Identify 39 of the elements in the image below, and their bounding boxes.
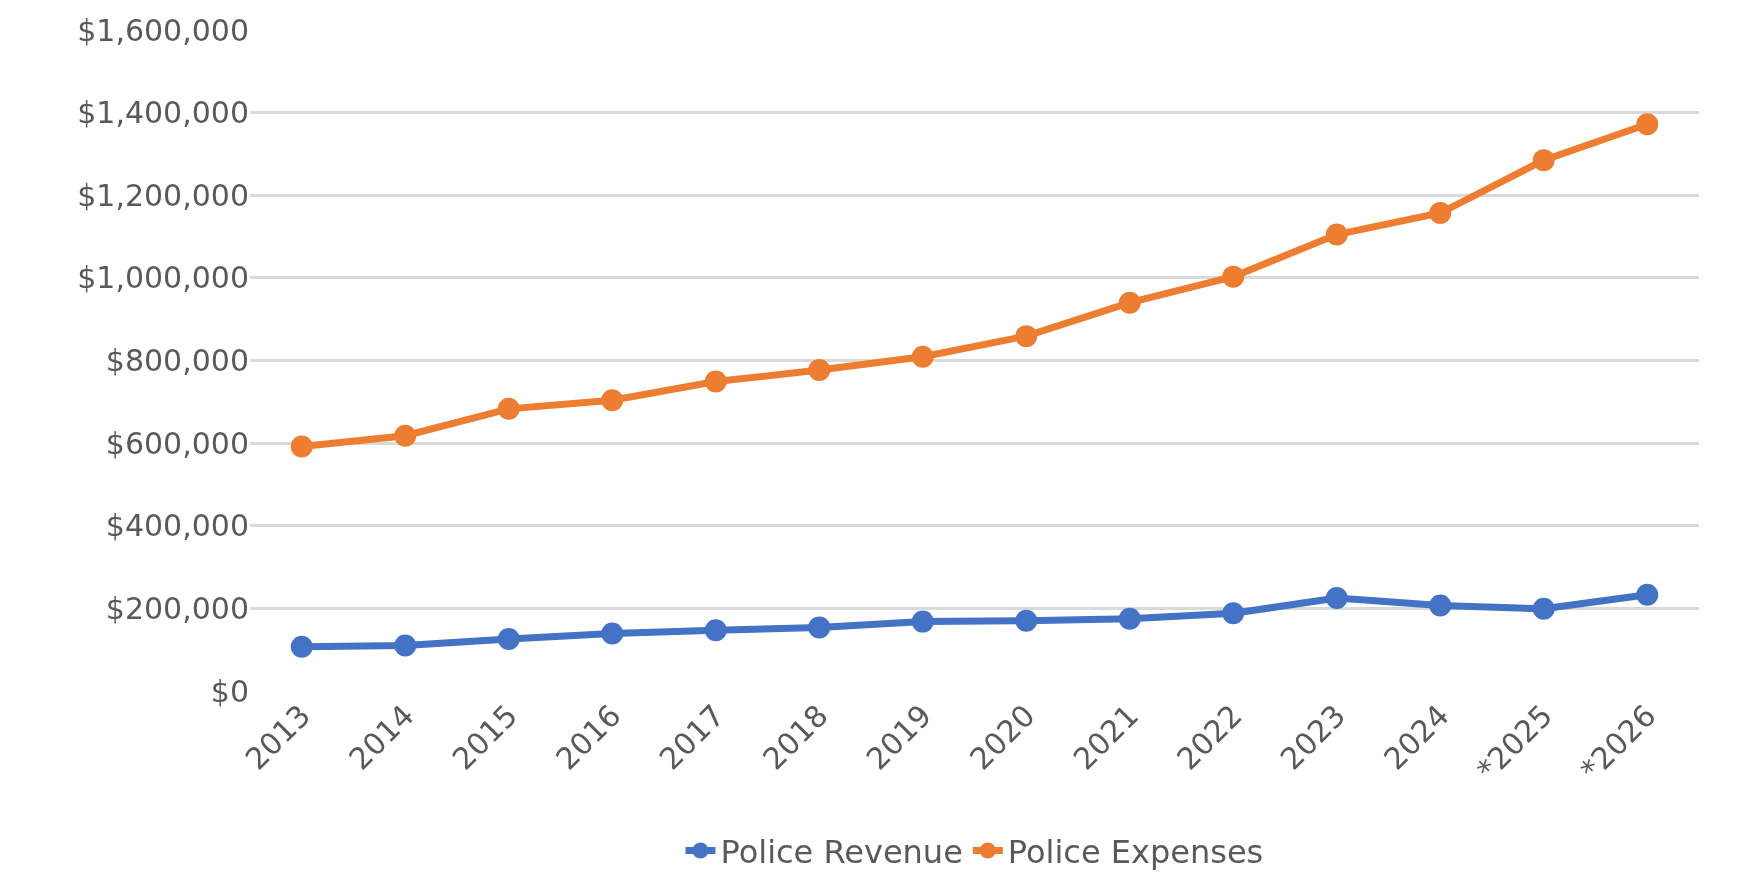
point [1636,113,1659,136]
point [601,389,624,412]
point [704,370,727,393]
point [1532,149,1555,172]
y-tick-label: $1,400,000 [77,95,249,131]
point [1636,583,1659,606]
point [808,359,831,381]
point [601,622,624,645]
point [394,424,417,447]
point [1222,602,1245,625]
point [1532,597,1555,620]
point [1429,202,1452,224]
legend-label: Police Expenses [1007,832,1264,871]
point [290,635,313,658]
point [1429,594,1452,617]
point [1325,587,1348,610]
point [704,619,727,642]
point [911,345,934,368]
point [1222,265,1245,288]
legend-label: Police Revenue [720,832,963,871]
point [1015,325,1038,348]
y-tick-label: $1,000,000 [77,260,249,296]
point [394,634,417,657]
point [1118,607,1141,630]
point [497,397,520,420]
y-tick-label: $200,000 [105,590,249,626]
point [911,610,934,633]
point [1015,609,1038,632]
y-tick-label: $0 [210,673,249,709]
point [497,627,520,650]
point [1325,223,1348,246]
point [1118,291,1141,314]
point [808,616,831,639]
y-tick-label: $1,600,000 [77,12,249,48]
y-tick-label: $800,000 [105,343,249,378]
point [290,435,313,458]
y-tick-label: $600,000 [105,425,249,461]
y-tick-label: $1,200,000 [77,177,249,213]
y-tick-label: $400,000 [105,508,249,544]
